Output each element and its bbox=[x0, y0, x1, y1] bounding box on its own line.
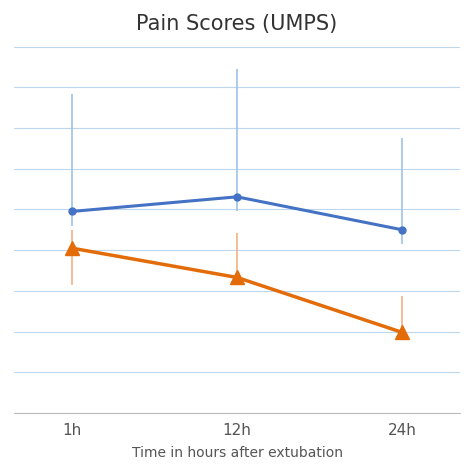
Title: Pain Scores (UMPS): Pain Scores (UMPS) bbox=[137, 14, 337, 34]
X-axis label: Time in hours after extubation: Time in hours after extubation bbox=[131, 446, 343, 460]
